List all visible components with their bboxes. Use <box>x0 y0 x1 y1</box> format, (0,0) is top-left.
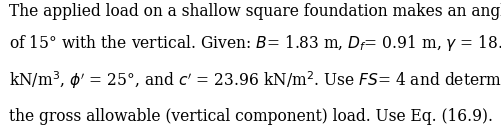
Text: the gross allowable (vertical component) load. Use Eq. (16.9).: the gross allowable (vertical component)… <box>9 108 492 125</box>
Text: The applied load on a shallow square foundation makes an angle: The applied load on a shallow square fou… <box>9 3 501 20</box>
Text: of 15° with the vertical. Given: $B$= 1.83 m, $D_f$= 0.91 m, $\gamma$ = 18.08: of 15° with the vertical. Given: $B$= 1.… <box>9 33 501 53</box>
Text: kN/m$^3$, $\phi'$ = 25°, and $c'$ = 23.96 kN/m$^2$. Use $\mathit{FS}$= 4 and det: kN/m$^3$, $\phi'$ = 25°, and $c'$ = 23.9… <box>9 69 501 91</box>
